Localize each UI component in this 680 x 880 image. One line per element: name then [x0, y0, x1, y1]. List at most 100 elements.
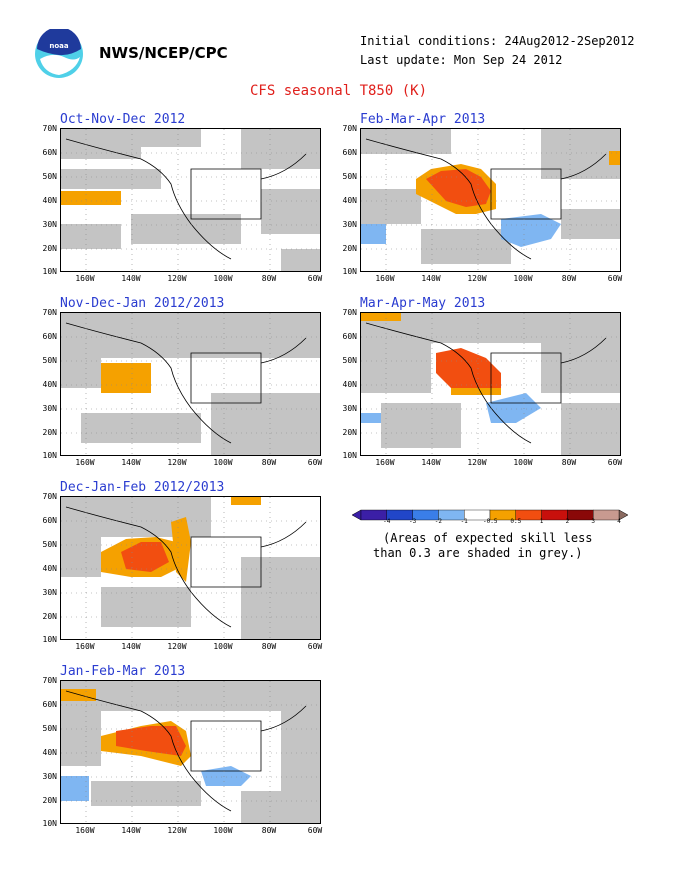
lat-label: 60N [42, 332, 57, 341]
grid-lines [361, 129, 620, 271]
legend-note-line-1: (Areas of expected skill less [383, 531, 593, 545]
lon-label: 100W [513, 458, 533, 467]
lon-label: 100W [213, 458, 233, 467]
coastline [65, 506, 307, 628]
legend-note-line-2: than 0.3 are shaded in grey.) [373, 546, 583, 560]
map-panel-djf [60, 496, 321, 640]
legend-tick-label: 2 [565, 518, 570, 525]
lon-label: 80W [261, 826, 277, 835]
lat-label: 20N [42, 244, 57, 253]
lon-label: 100W [513, 274, 533, 283]
org-name: NWS/NCEP/CPC [99, 44, 228, 62]
lat-label: 70N [342, 308, 357, 317]
lat-label: 10N [342, 267, 357, 276]
lat-label: 40N [42, 564, 57, 573]
lat-label: 10N [342, 451, 357, 460]
lat-label: 30N [42, 404, 57, 413]
lat-label: 20N [42, 428, 57, 437]
lon-label: 80W [261, 274, 277, 283]
grid-lines [61, 313, 320, 455]
lon-label: 160W [375, 458, 395, 467]
lat-label: 40N [342, 380, 357, 389]
lon-label: 120W [167, 274, 187, 283]
legend-tick-label: -3 [408, 518, 417, 525]
coastline [65, 690, 307, 812]
lon-label: 60W [307, 642, 323, 651]
lon-label: 80W [261, 642, 277, 651]
lon-label: 160W [75, 642, 95, 651]
legend-tick-label: 4 [617, 518, 621, 525]
grid-lines [61, 497, 320, 639]
lon-label: 140W [121, 826, 141, 835]
lon-label: 100W [213, 274, 233, 283]
grid-lines [61, 129, 320, 271]
lat-label: 30N [42, 588, 57, 597]
legend-tick-label: -1 [460, 518, 468, 525]
lon-label: 80W [261, 458, 277, 467]
cold-anomaly-area [501, 214, 561, 247]
lon-label: 120W [167, 458, 187, 467]
initial-conditions: Initial conditions: 24Aug2012-2Sep2012 [360, 34, 635, 48]
warm-anomaly-area [451, 388, 501, 395]
last-update: Last update: Mon Sep 24 2012 [360, 53, 563, 67]
grey-skill-mask [61, 681, 320, 823]
lat-label: 40N [42, 380, 57, 389]
lat-label: 70N [42, 124, 57, 133]
cold-anomaly-area [201, 766, 251, 786]
panel-title-jfm: Jan-Feb-Mar 2013 [60, 664, 186, 679]
lat-label: 30N [342, 220, 357, 229]
lat-label: 50N [42, 356, 57, 365]
lat-label: 70N [42, 308, 57, 317]
warm-anomaly-area [436, 348, 501, 393]
lon-label: 120W [467, 274, 487, 283]
warm-anomaly-area [426, 169, 491, 207]
lat-label: 30N [342, 404, 357, 413]
lat-label: 30N [42, 220, 57, 229]
cold-anomaly-area [61, 776, 89, 801]
panel-title-fma: Feb-Mar-Apr 2013 [360, 112, 486, 127]
product-title: CFS seasonal T850 (K) [250, 83, 428, 99]
svg-text:noaa: noaa [49, 42, 69, 50]
warm-anomaly-area [61, 191, 121, 205]
lat-label: 50N [42, 540, 57, 549]
lat-label: 20N [342, 428, 357, 437]
lon-label: 140W [121, 642, 141, 651]
lon-label: 120W [467, 458, 487, 467]
lat-label: 60N [42, 148, 57, 157]
noaa-logo-icon: noaa [34, 27, 84, 79]
lon-label: 60W [607, 458, 623, 467]
lat-label: 20N [42, 612, 57, 621]
coastline [365, 138, 607, 260]
lat-label: 30N [42, 772, 57, 781]
lat-label: 70N [42, 676, 57, 685]
lon-label: 160W [75, 826, 95, 835]
lat-label: 40N [342, 196, 357, 205]
lat-label: 60N [342, 148, 357, 157]
grid-lines [61, 681, 320, 823]
lat-label: 40N [42, 748, 57, 757]
lon-label: 140W [121, 274, 141, 283]
legend-tick-label: 0.5 [510, 518, 522, 525]
lat-label: 50N [342, 172, 357, 181]
lat-label: 50N [342, 356, 357, 365]
warm-anomaly-area [361, 313, 401, 321]
lon-label: 60W [307, 274, 323, 283]
lon-label: 80W [561, 274, 577, 283]
lon-label: 140W [421, 274, 441, 283]
lon-label: 60W [307, 458, 323, 467]
lon-label: 160W [375, 274, 395, 283]
lat-label: 10N [42, 635, 57, 644]
coastline [65, 138, 307, 260]
lat-label: 10N [42, 819, 57, 828]
lat-label: 10N [42, 267, 57, 276]
warm-anomaly-area [231, 497, 261, 505]
warm-anomaly-area [101, 363, 151, 393]
grey-skill-mask [61, 497, 320, 639]
lon-label: 140W [421, 458, 441, 467]
legend-tick-label: 3 [591, 518, 595, 525]
map-panel-jfm [60, 680, 321, 824]
lat-label: 40N [42, 196, 57, 205]
panel-title-mam: Mar-Apr-May 2013 [360, 296, 486, 311]
cold-anomaly-area [486, 393, 541, 423]
lat-label: 20N [342, 244, 357, 253]
